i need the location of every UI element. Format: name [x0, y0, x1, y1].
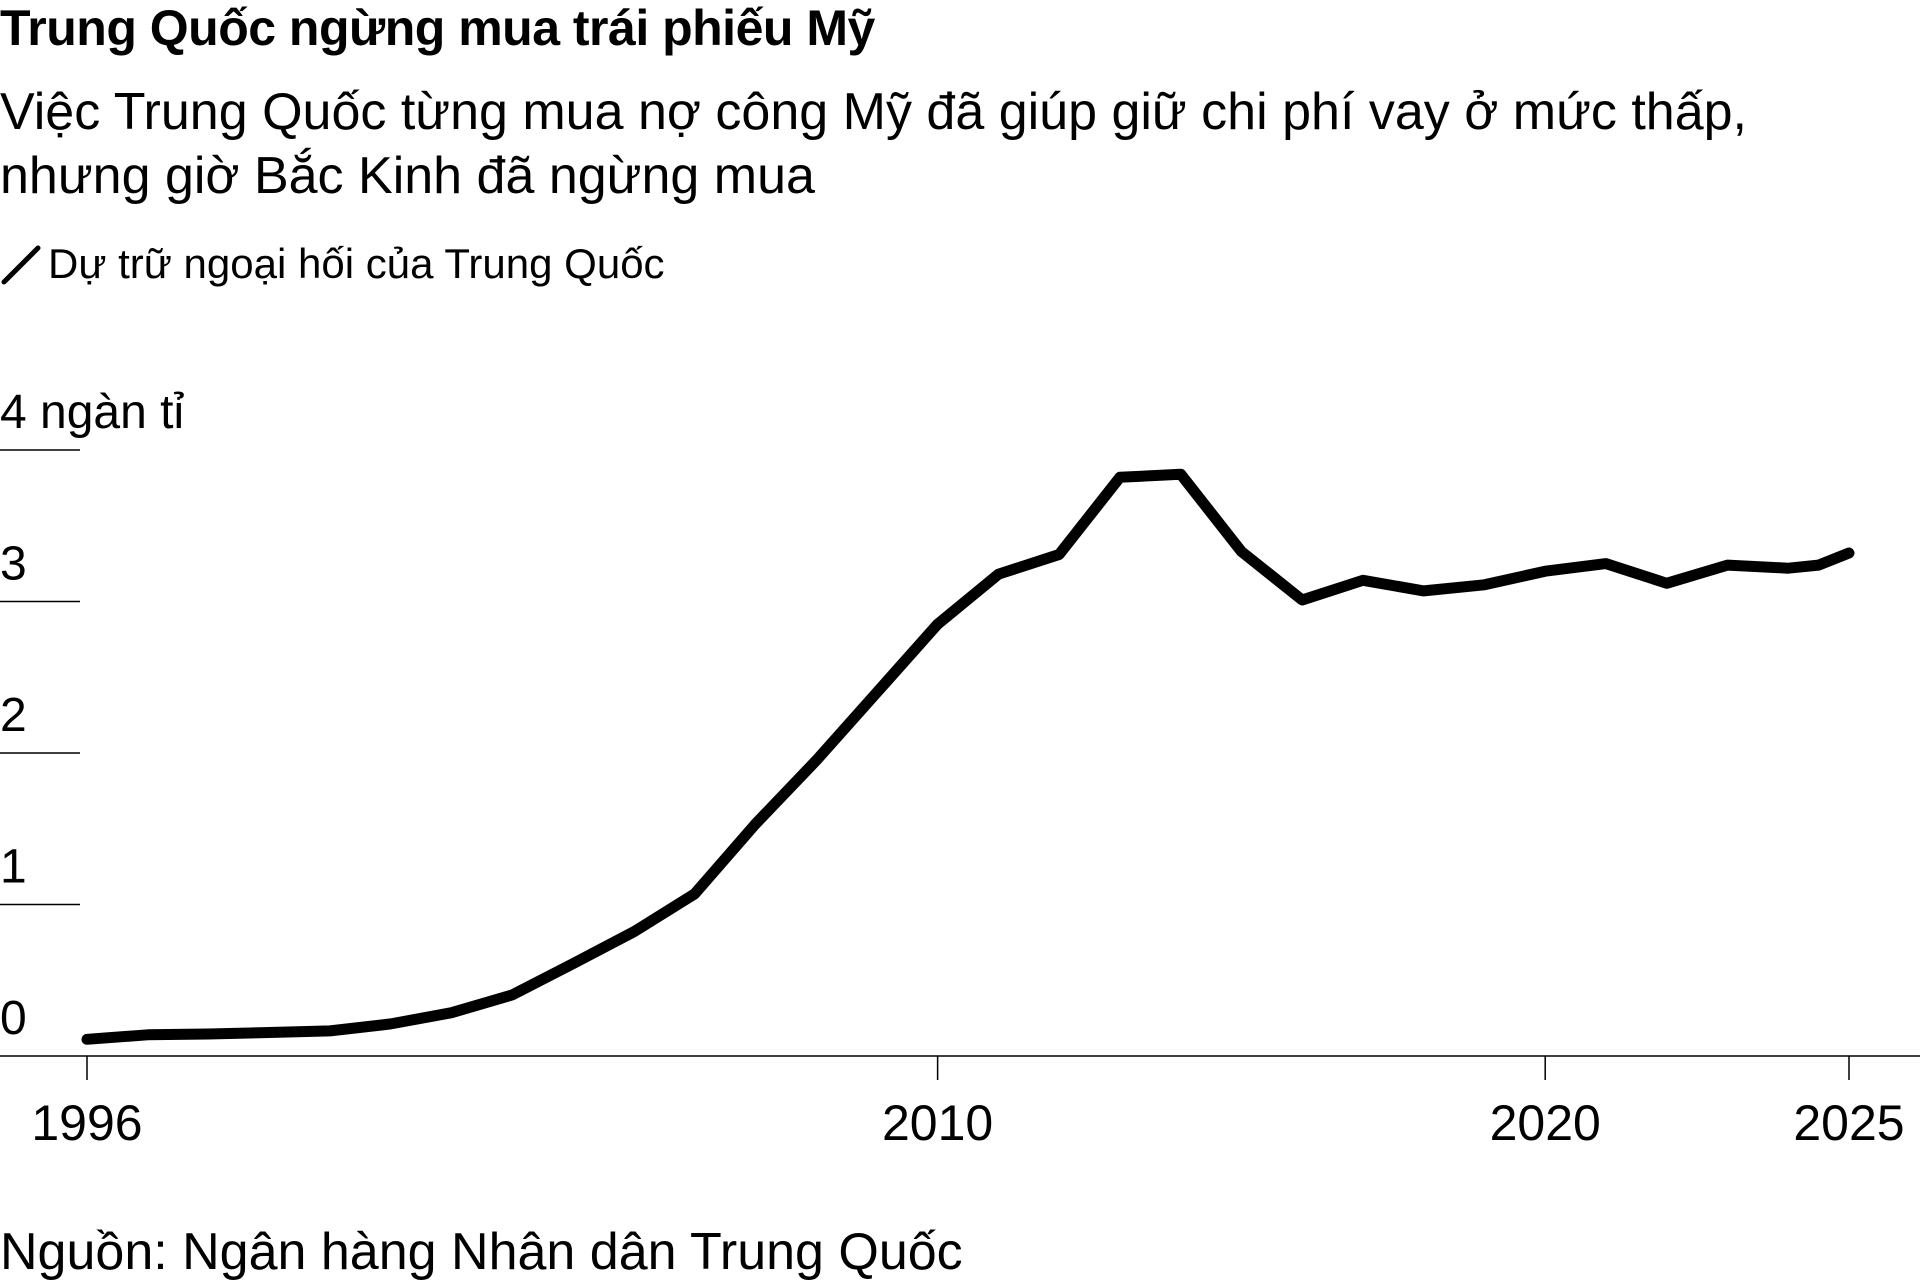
y-tick-label: 0 [0, 992, 27, 1045]
series-line-forex-reserves [81, 468, 1855, 1045]
legend: Dự trữ ngoại hối của Trung Quốc [0, 240, 665, 288]
x-tick-label: 2010 [882, 1095, 993, 1151]
legend-series-label: Dự trữ ngoại hối của Trung Quốc [48, 240, 665, 287]
y-tick-label: 3 [0, 538, 27, 591]
y-grid [0, 449, 1920, 1057]
x-tick-label: 2025 [1793, 1095, 1904, 1151]
y-tick-label: 4 ngàn tỉ [0, 386, 184, 439]
chart-subtitle: Việc Trung Quốc từng mua nợ công Mỹ đã g… [0, 83, 1747, 205]
chart-title: Trung Quốc ngừng mua trái phiếu Mỹ [0, 0, 875, 56]
y-tick-label: 2 [0, 689, 27, 742]
x-tick-label: 1996 [31, 1095, 142, 1151]
line-chart: 0 1 2 3 4 ngàn tỉ 1996 2010 2020 2025 [0, 386, 1920, 1151]
y-tick-label: 1 [0, 841, 27, 894]
source-note: Nguồn: Ngân hàng Nhân dân Trung Quốc [0, 1223, 963, 1281]
y-axis: 0 1 2 3 4 ngàn tỉ [0, 386, 184, 1045]
series-group [81, 468, 1855, 1045]
x-axis: 1996 2010 2020 2025 [31, 1056, 1905, 1151]
x-tick-label: 2020 [1490, 1095, 1601, 1151]
legend-line-icon [1, 245, 41, 285]
